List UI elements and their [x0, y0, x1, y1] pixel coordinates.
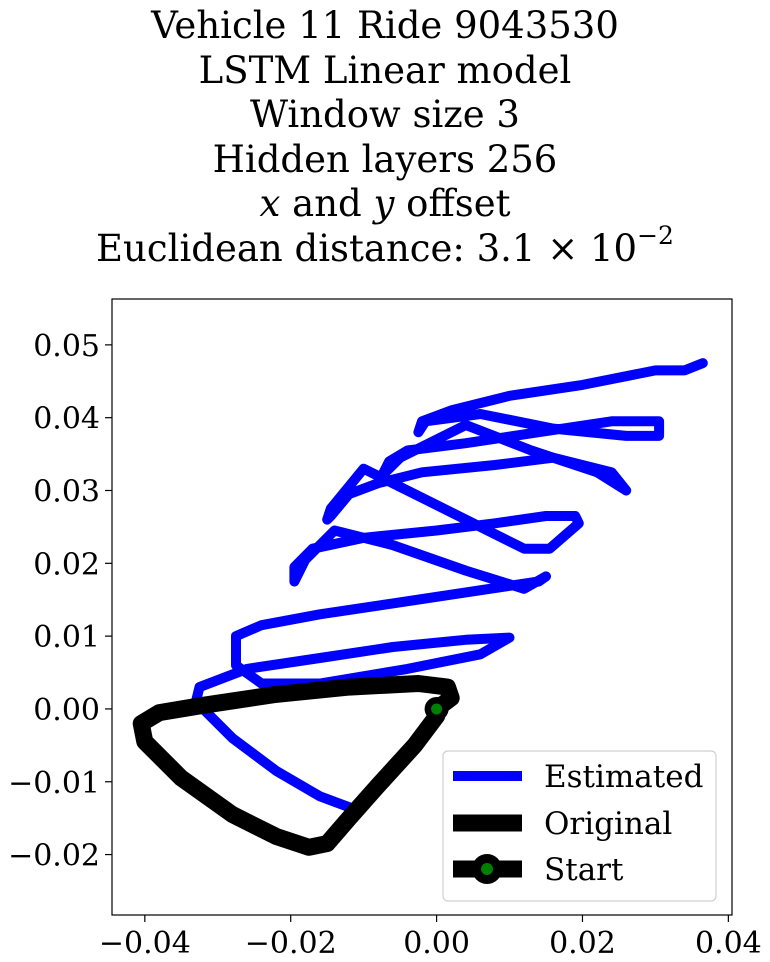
- x-tick-label: −0.04: [99, 926, 191, 961]
- title-x-symbol: x: [259, 182, 281, 225]
- plot-frame: [111, 298, 733, 916]
- y-tick-label: 0.04: [33, 402, 100, 437]
- x-tick-label: 0.04: [695, 926, 762, 961]
- start-marker: [431, 703, 443, 715]
- y-tick-label: 0.01: [33, 620, 100, 655]
- y-tick-label: 0.00: [33, 693, 100, 728]
- title-offset: offset: [394, 182, 511, 225]
- title-line-2: LSTM Linear model: [198, 48, 572, 92]
- title-line-5: x and y offset: [0, 182, 770, 227]
- series-line-estimated: [190, 358, 708, 813]
- title-distance: Euclidean distance: 3.1 × 10: [96, 226, 638, 270]
- y-tick-label: 0.02: [33, 547, 100, 582]
- title-exponent: −2: [637, 221, 674, 251]
- y-tick-label: −0.02: [8, 839, 100, 874]
- legend-label-estimated: Estimated: [544, 759, 703, 795]
- title-line-3: Window size 3: [250, 93, 520, 136]
- chart-title: Vehicle 11 Ride 9043530 LSTM Linear mode…: [0, 4, 770, 271]
- y-tick-label: 0.05: [33, 329, 100, 364]
- title-line-6: Euclidean distance: 3.1 × 10−2: [0, 223, 770, 272]
- legend-label-start: Start: [544, 852, 624, 888]
- y-tick-label: −0.01: [8, 766, 100, 801]
- x-tick-label: 0.00: [403, 926, 470, 961]
- x-tick-label: 0.02: [549, 926, 616, 961]
- legend-start-dot: [481, 863, 493, 875]
- title-line-1: Vehicle 11 Ride 9043530: [151, 4, 619, 47]
- x-tick-label: −0.02: [245, 926, 337, 961]
- series-line-original: [132, 675, 460, 856]
- title-and: and: [280, 182, 374, 225]
- legend-label-original: Original: [544, 806, 672, 842]
- title-line-4: Hidden layers 256: [212, 137, 558, 181]
- title-y-symbol: y: [373, 182, 395, 225]
- y-tick-label: 0.03: [33, 474, 100, 509]
